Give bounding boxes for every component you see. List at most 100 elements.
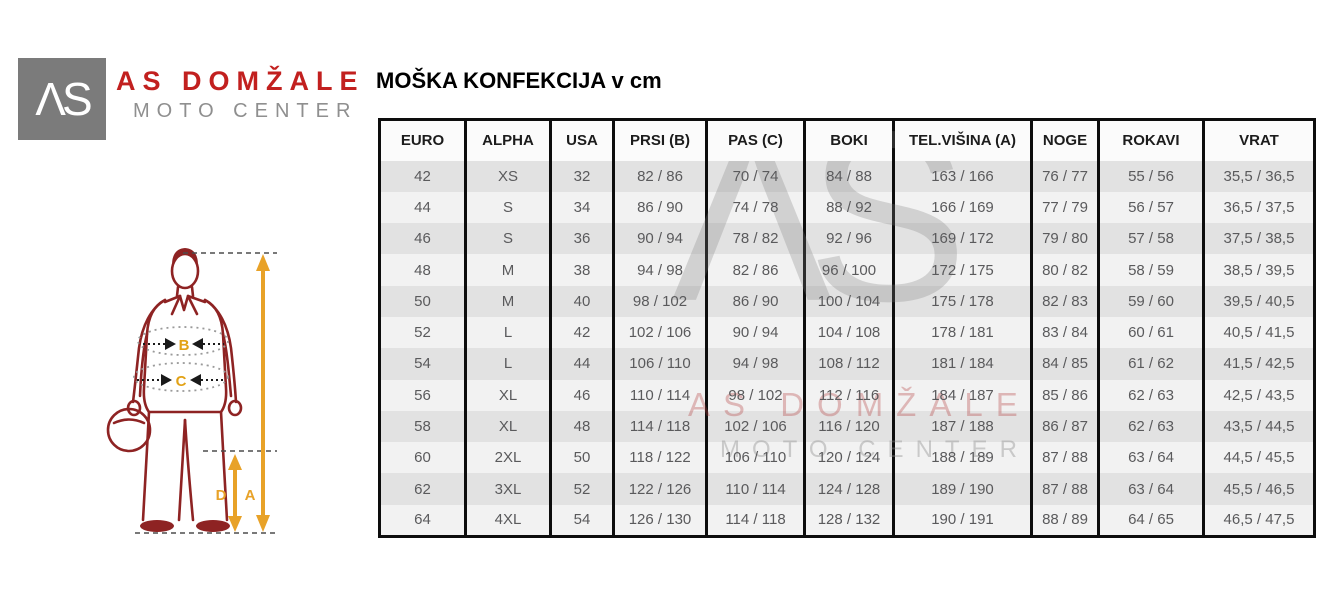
table-cell: 42,5 / 43,5 — [1202, 379, 1315, 411]
column-header: ROKAVI — [1097, 119, 1204, 161]
table-cell: 114 / 118 — [705, 504, 805, 537]
table-cell: 85 / 86 — [1030, 379, 1099, 411]
table-cell: 175 / 178 — [892, 285, 1032, 317]
table-cell: L — [464, 348, 551, 380]
man-figure-drawing — [106, 248, 243, 532]
table-cell: 124 / 128 — [803, 473, 894, 505]
table-cell: 94 / 98 — [612, 254, 707, 286]
measurement-label-waist: C — [176, 373, 187, 390]
table-row: 60 2XL 50 118 / 122 106 / 110 120 / 124 188 / … — [379, 442, 1315, 474]
table-row: 44 S 34 86 / 90 74 / 78 88 / 92 166 / 169 77 / … — [379, 191, 1315, 224]
table-row: 50 M 40 98 / 102 86 / 90 100 / 104 175 / 178 82… — [379, 285, 1315, 317]
table-cell: 52 — [549, 473, 614, 505]
column-header: ALPHA — [464, 119, 551, 161]
table-cell: 35,5 / 36,5 — [1202, 160, 1315, 192]
table-cell: 50 — [414, 292, 431, 310]
brand-logo: ΛS — [18, 58, 106, 140]
table-cell: 122 / 126 — [612, 473, 707, 505]
column-header: PAS (C) — [705, 119, 805, 161]
table-cell: 56 — [414, 386, 431, 404]
table-cell: 36,5 / 37,5 — [1202, 191, 1315, 224]
table-cell: 84 / 88 — [803, 160, 894, 192]
table-cell: 70 / 74 — [705, 160, 805, 192]
table-cell: 48 — [414, 261, 431, 279]
table-cell: 61 / 62 — [1097, 348, 1204, 380]
table-cell: 64 / 65 — [1097, 504, 1204, 537]
table-cell: 39,5 / 40,5 — [1202, 285, 1315, 317]
table-cell: 38,5 / 39,5 — [1202, 254, 1315, 286]
logo-monogram: ΛS — [35, 73, 92, 125]
table-cell: 184 / 187 — [892, 379, 1032, 411]
size-table-area: ΛS AS DOMŽALE MOTO CENTER EURO ALPHA USA PR… — [378, 96, 1316, 538]
table-cell: 98 / 102 — [705, 379, 805, 411]
height-arrow — [256, 254, 270, 532]
table-cell: 41,5 / 42,5 — [1202, 348, 1315, 380]
table-cell: 78 / 82 — [705, 223, 805, 255]
table-cell: 172 / 175 — [892, 254, 1032, 286]
table-cell: XL — [464, 410, 551, 443]
table-cell: 118 / 122 — [612, 442, 707, 474]
table-cell: 44 — [549, 348, 614, 380]
table-cell: 181 / 184 — [892, 348, 1032, 380]
table-cell: 74 / 78 — [705, 191, 805, 224]
reference-lines — [135, 252, 277, 534]
waist-measure-arrows: C — [137, 373, 225, 390]
table-cell: 114 / 118 — [612, 410, 707, 443]
table-cell: 59 / 60 — [1097, 285, 1204, 317]
measurement-label-chest: B — [179, 337, 190, 354]
table-cell: 46,5 / 47,5 — [1202, 504, 1315, 537]
column-header: TEL.VIŠINA (A) — [892, 119, 1032, 161]
table-cell: 77 / 79 — [1030, 191, 1099, 224]
table-row: 62 3XL 52 122 / 126 110 / 114 124 / 128 189 / … — [379, 473, 1315, 505]
table-row: 42 XS 32 82 / 86 70 / 74 84 / 88 163 / 166 76 /… — [379, 160, 1315, 192]
table-cell: 126 / 130 — [612, 504, 707, 537]
table-cell: 82 / 86 — [612, 160, 707, 192]
table-cell: 44,5 / 45,5 — [1202, 442, 1315, 474]
table-cell: XL — [464, 379, 551, 411]
table-cell: 163 / 166 — [892, 160, 1032, 192]
girth-guides — [133, 326, 229, 392]
column-header: PRSI (B) — [612, 119, 707, 161]
table-cell: 58 — [414, 418, 431, 436]
table-cell: 40 — [549, 285, 614, 317]
table-row: 58 XL 48 114 / 118 102 / 106 116 / 120 187 / 1… — [379, 410, 1315, 443]
table-cell: 40,5 / 41,5 — [1202, 316, 1315, 349]
table-cell: 88 / 92 — [803, 191, 894, 224]
table-row: 48 M 38 94 / 98 82 / 86 96 / 100 172 / 175 80 /… — [379, 254, 1315, 286]
table-cell: 45,5 / 46,5 — [1202, 473, 1315, 505]
table-cell: 32 — [549, 160, 614, 192]
table-cell: S — [464, 191, 551, 224]
table-cell: 104 / 108 — [803, 316, 894, 349]
table-row: 52 L 42 102 / 106 90 / 94 104 / 108 178 / 181 8… — [379, 316, 1315, 349]
table-cell: 86 / 87 — [1030, 410, 1099, 443]
table-row: 54 L 44 106 / 110 94 / 98 108 / 112 181 / 184 8… — [379, 348, 1315, 380]
table-cell: 188 / 189 — [892, 442, 1032, 474]
table-cell: 86 / 90 — [612, 191, 707, 224]
table-cell: 110 / 114 — [612, 379, 707, 411]
table-cell: 166 / 169 — [892, 191, 1032, 224]
table-cell: 120 / 124 — [803, 442, 894, 474]
table-cell: 54 — [414, 355, 431, 373]
table-cell: 112 / 116 — [803, 379, 894, 411]
size-table: EURO ALPHA USA PRSI (B) PAS (C) BOKI TEL.VIŠIN… — [378, 118, 1316, 538]
table-cell: 86 / 90 — [705, 285, 805, 317]
table-cell: 50 — [549, 442, 614, 474]
table-cell: 34 — [549, 191, 614, 224]
table-cell: 43,5 / 44,5 — [1202, 410, 1315, 443]
table-cell: 4XL — [464, 504, 551, 537]
chest-measure-arrows: B — [143, 337, 224, 354]
table-cell: 108 / 112 — [803, 348, 894, 380]
table-cell: 79 / 80 — [1030, 223, 1099, 255]
table-cell: 76 / 77 — [1030, 160, 1099, 192]
table-cell: 82 / 83 — [1030, 285, 1099, 317]
table-cell: 52 — [414, 324, 431, 342]
measurement-label-inseam: D — [216, 487, 227, 504]
table-cell: 36 — [549, 223, 614, 255]
table-cell: 42 — [549, 316, 614, 349]
table-cell: 83 / 84 — [1030, 316, 1099, 349]
table-cell: 44 — [414, 198, 431, 216]
table-cell: 64 — [414, 511, 431, 529]
table-cell: 48 — [549, 410, 614, 443]
column-header: NOGE — [1030, 119, 1099, 161]
